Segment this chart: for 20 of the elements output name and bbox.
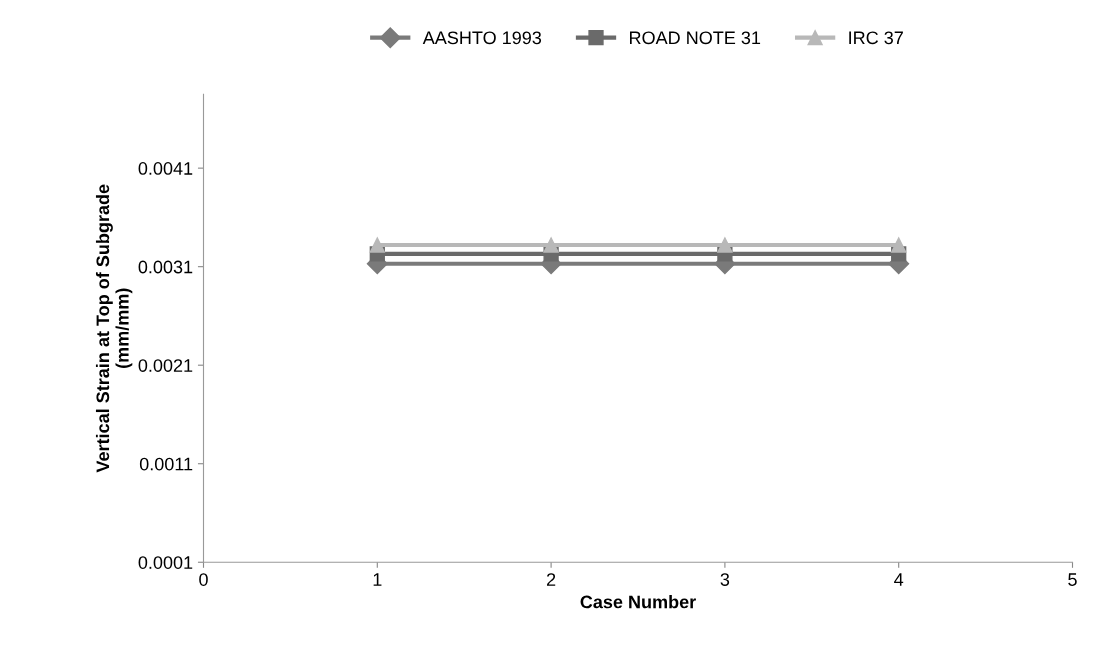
legend-label: IRC 37: [849, 31, 903, 45]
x-tick-label: 5: [1068, 573, 1077, 586]
point: [891, 237, 907, 253]
x-tick-label: 2: [546, 573, 556, 586]
y-tick-label: 0.0041: [138, 162, 193, 175]
legend-label: AASHTO 1993: [422, 31, 542, 45]
legend-label: ROAD NOTE 31: [630, 31, 761, 45]
y-tick-label: 0.0021: [138, 359, 193, 372]
x-axis-title: Case Number: [580, 595, 696, 609]
x-tick-label: 1: [373, 573, 382, 586]
y-tick-label: 0.0031: [138, 260, 193, 274]
y-axis-title: Vertical Strain at Top of Subgrade (mm/mm): [95, 184, 133, 473]
x-tick-label: 3: [720, 573, 730, 586]
y-tick-label: 0.0011: [139, 457, 193, 471]
point: [369, 237, 385, 253]
x-tick-label: 0: [199, 573, 208, 586]
y-tick-label: 0.0001: [138, 556, 193, 569]
x-tick-label: 4: [894, 573, 904, 586]
point: [543, 237, 559, 253]
point: [717, 237, 733, 253]
